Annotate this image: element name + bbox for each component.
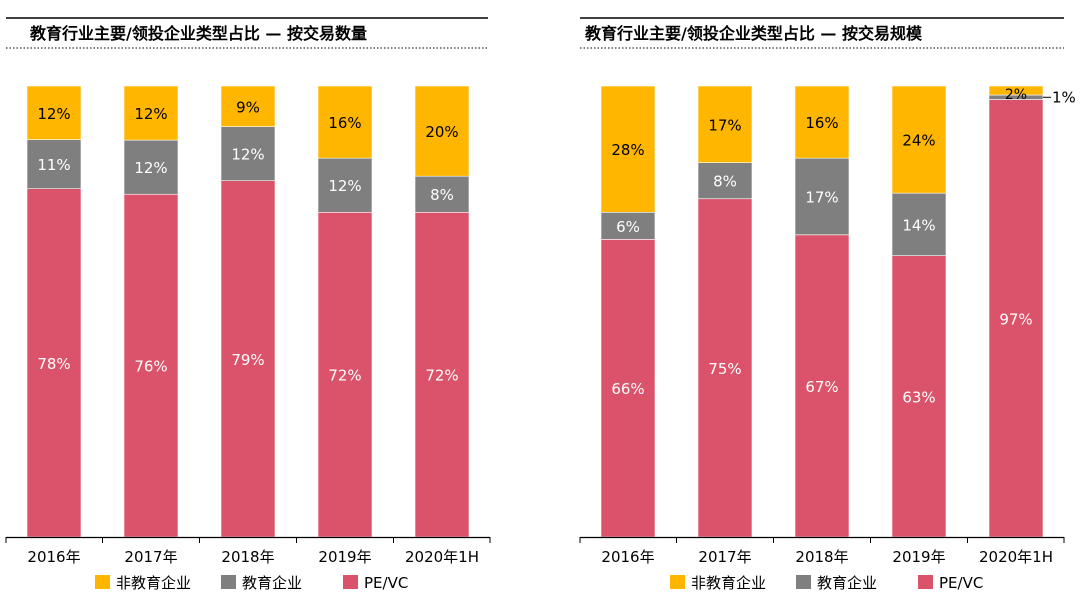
data-label: 12% [134,105,167,123]
x-tick-label: 2018年 [221,548,274,566]
chart-panel-1: 教育行业主要/领投企业类型占比 — 按交易数量 78% 11% 12% 2016年 76%… [5,17,491,592]
bar-pevc [414,211,470,538]
bar-non-edu [123,85,179,141]
legend-label: 非教育企业 [691,574,766,592]
bar-edu [600,211,656,240]
bar-edu [697,162,753,200]
data-label: 20% [425,123,458,141]
bar-non-edu [600,85,656,213]
data-label: 11% [37,156,70,174]
bar-non-edu [794,85,850,159]
data-label: 12% [37,105,70,123]
bar-non-edu [220,85,276,127]
legend-label: 教育企业 [242,574,302,592]
data-label: 16% [805,114,838,132]
legend: 非教育企业 教育企业 PE/VC [670,574,983,592]
legend-label: PE/VC [939,574,983,592]
data-label: 12% [328,177,361,195]
legend-swatch-pevc [918,575,933,589]
x-tick-label: 2019年 [318,548,371,566]
data-label: 14% [902,216,935,234]
x-tick-label: 2016年 [601,548,654,566]
bar-edu [317,157,373,213]
bar-edu [220,126,276,182]
legend-label: PE/VC [364,574,408,592]
data-label: 67% [805,378,838,396]
bar-pevc [697,198,753,538]
bar-edu [794,157,850,236]
data-label: 2% [1005,87,1027,103]
data-label: 24% [902,132,935,150]
legend-swatch-non-edu [95,575,110,589]
chart-title: 教育行业主要/领投企业类型占比 — 按交易规模 [585,24,923,43]
x-tick-label: 2017年 [698,548,751,566]
data-label: 12% [231,146,264,164]
x-tick-label: 2019年 [892,548,945,566]
data-label: 97% [999,310,1032,328]
data-label: 6% [616,218,640,236]
data-label: 17% [708,116,741,134]
data-label: 12% [134,159,167,177]
bar-pevc [600,239,656,538]
bar-edu [414,175,470,213]
x-tick-label: 2020年1H [405,548,479,566]
x-tick-label: 2020年1H [979,548,1053,566]
bar-non-edu [697,85,753,163]
bar-non-edu [891,85,947,194]
bar-pevc [123,193,179,538]
bar-pevc [220,180,276,538]
x-tick-label: 2018年 [795,548,848,566]
bar-edu [26,139,82,190]
legend-label: 非教育企业 [116,574,191,592]
x-tick-label: 2016年 [27,548,80,566]
legend-swatch-non-edu [670,575,685,589]
chart-panel-2: 教育行业主要/领投企业类型占比 — 按交易规模 66% 6% 28% 2016年 75% 8… [579,17,1076,592]
bar-non-edu [414,85,470,177]
data-label: 63% [902,388,935,406]
data-label: 72% [328,367,361,385]
legend-swatch-pevc [343,575,358,589]
data-label: 76% [134,358,167,376]
data-label: 9% [236,98,260,116]
data-label: 1% [1052,88,1076,106]
bar-pevc [988,99,1044,538]
x-tick-label: 2017年 [124,548,177,566]
data-label: 28% [611,141,644,159]
bar-edu [123,139,179,195]
bar-non-edu [26,85,82,140]
chart-title: 教育行业主要/领投企业类型占比 — 按交易数量 [30,24,367,43]
data-label: 17% [805,188,838,206]
bar-non-edu [988,85,1044,96]
legend-swatch-edu [221,575,236,589]
bar-pevc [794,234,850,538]
legend-swatch-edu [796,575,811,589]
data-label: 78% [37,355,70,373]
bar-pevc [317,211,373,538]
data-label: 8% [713,173,737,191]
data-label: 72% [425,367,458,385]
legend: 非教育企业 教育企业 PE/VC [95,574,408,592]
bar-edu [891,192,947,256]
data-label: 16% [328,114,361,132]
data-label: 8% [430,186,454,204]
data-label: 75% [708,360,741,378]
data-label: 79% [231,351,264,369]
bar-pevc [891,255,947,538]
legend-label: 教育企业 [817,574,877,592]
bar-non-edu [317,85,373,159]
data-label: 66% [611,380,644,398]
